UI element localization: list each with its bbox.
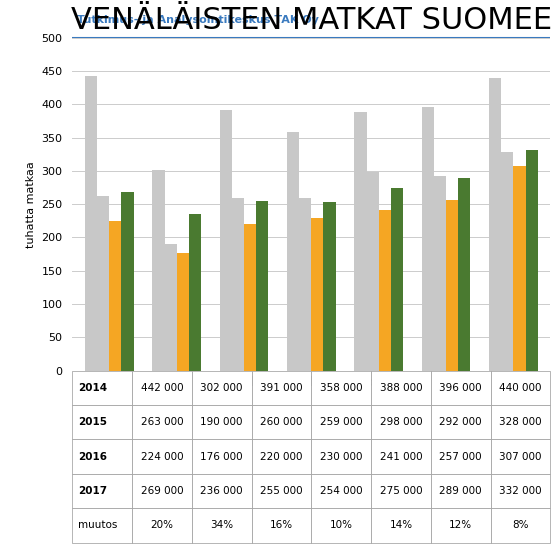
Bar: [525, 150, 538, 370]
Bar: [502, 152, 513, 370]
Bar: [446, 199, 458, 370]
Bar: [299, 198, 311, 370]
Bar: [256, 201, 268, 370]
Bar: [177, 254, 189, 370]
Bar: [355, 112, 366, 370]
Bar: [232, 197, 244, 370]
Bar: [220, 110, 232, 370]
Bar: [311, 218, 324, 370]
Bar: [434, 176, 446, 370]
Bar: [121, 192, 133, 370]
Y-axis label: tuhatta matkaa: tuhatta matkaa: [26, 161, 36, 248]
Bar: [391, 187, 403, 370]
Bar: [85, 76, 97, 370]
Bar: [110, 221, 121, 370]
Bar: [379, 210, 391, 370]
Text: Tutkimus- ja Analysointikeskus TAK Oy: Tutkimus- ja Analysointikeskus TAK Oy: [77, 15, 319, 25]
Bar: [324, 202, 336, 370]
Bar: [458, 178, 470, 370]
Bar: [165, 244, 177, 370]
Title: VENÄLÄISTEN MATKAT SUOMEE: VENÄLÄISTEN MATKAT SUOMEE: [71, 7, 552, 36]
Bar: [422, 107, 434, 370]
Bar: [489, 78, 502, 370]
Bar: [513, 166, 525, 370]
Bar: [287, 132, 299, 370]
Bar: [244, 224, 256, 370]
Bar: [366, 172, 379, 370]
Bar: [97, 196, 110, 370]
Bar: [189, 214, 201, 370]
Bar: [152, 169, 165, 370]
